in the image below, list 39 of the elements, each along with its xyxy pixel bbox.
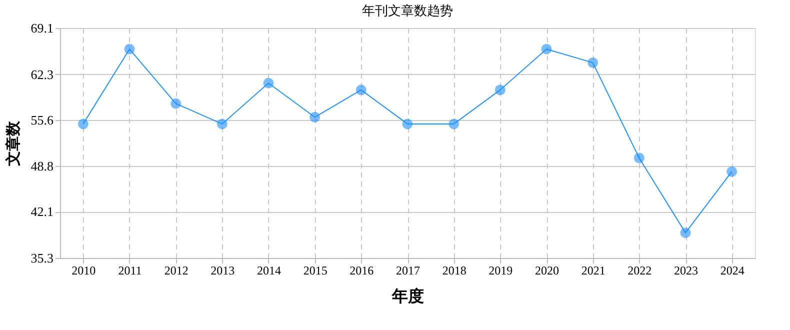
x-tick-label: 2013 bbox=[210, 264, 235, 278]
x-tick-label: 2021 bbox=[581, 264, 606, 278]
x-tick-label: 2023 bbox=[674, 264, 698, 278]
x-tick-label: 2020 bbox=[535, 264, 559, 278]
x-tick-label: 2016 bbox=[350, 264, 374, 278]
y-axis-title: 文章数 bbox=[4, 120, 22, 167]
point bbox=[541, 44, 552, 54]
y-tick-label: 42.1 bbox=[30, 204, 54, 220]
x-tick-label: 2010 bbox=[72, 264, 96, 278]
point bbox=[263, 78, 274, 88]
y-tick-label: 48.8 bbox=[30, 158, 54, 174]
x-tick-label: 2022 bbox=[628, 264, 652, 278]
x-tick-label: 2018 bbox=[442, 264, 466, 278]
x-tick-label: 2019 bbox=[488, 264, 513, 278]
y-tick-label: 69.1 bbox=[30, 20, 54, 36]
x-tick-label: 2015 bbox=[303, 264, 328, 278]
point bbox=[78, 118, 88, 130]
x-tick-label: 2024 bbox=[720, 264, 744, 278]
point bbox=[170, 98, 182, 109]
point bbox=[124, 44, 135, 54]
x-tick-label: 2011 bbox=[118, 264, 142, 278]
point bbox=[634, 152, 644, 164]
y-tick-label: 55.6 bbox=[30, 112, 54, 128]
x-tick-label: 2014 bbox=[257, 264, 281, 278]
y-tick-label: 62.3 bbox=[30, 66, 54, 82]
chart-title: 年刊文章数趋势 bbox=[362, 3, 453, 18]
point bbox=[216, 118, 228, 130]
point bbox=[680, 228, 691, 238]
point bbox=[310, 112, 320, 122]
x-tick-label: 2017 bbox=[396, 264, 420, 278]
point bbox=[448, 118, 460, 130]
y-tick-label: 35.3 bbox=[30, 250, 54, 266]
point bbox=[402, 118, 413, 130]
x-tick-label: 2012 bbox=[164, 264, 188, 278]
point bbox=[356, 84, 366, 96]
point bbox=[726, 166, 738, 177]
point bbox=[588, 57, 598, 68]
point bbox=[494, 84, 506, 96]
x-axis-title: 年度 bbox=[391, 286, 424, 306]
